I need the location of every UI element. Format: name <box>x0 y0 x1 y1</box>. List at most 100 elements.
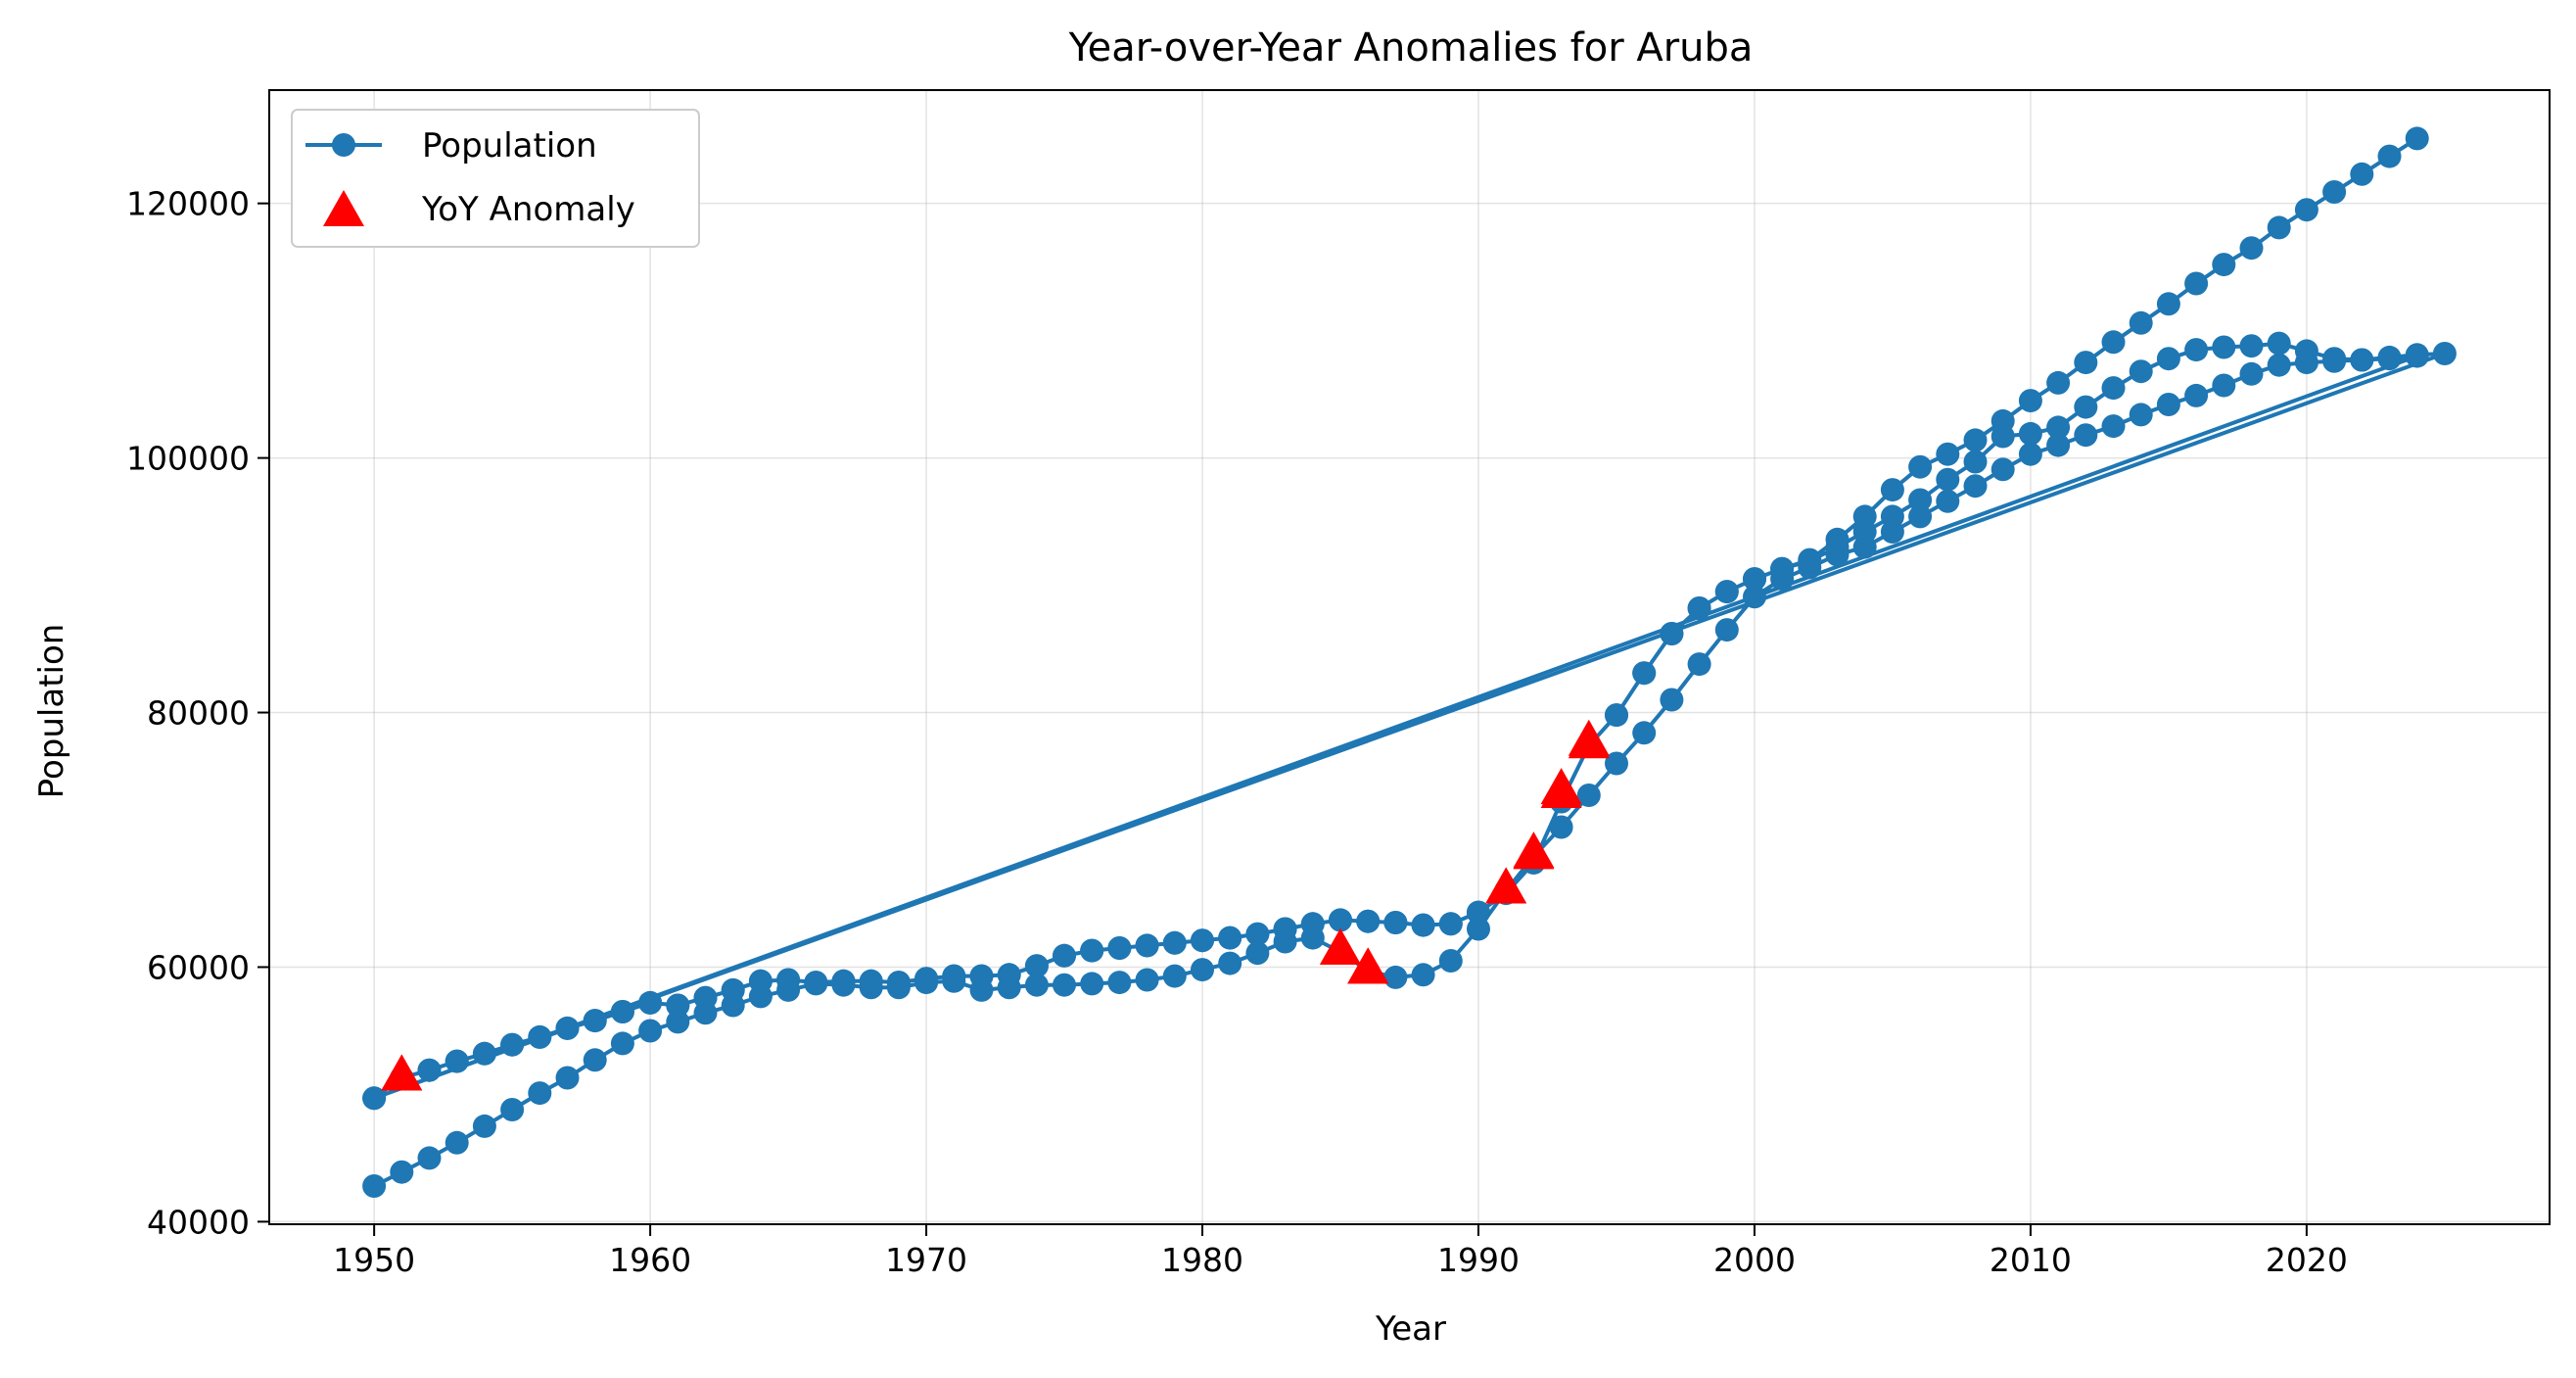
population-point <box>555 1066 580 1090</box>
population-point <box>942 964 966 988</box>
population-point <box>1411 963 1435 987</box>
legend-box <box>291 109 700 248</box>
population-point <box>2267 353 2291 377</box>
population-point <box>2074 351 2098 375</box>
population-point <box>1438 912 1463 936</box>
x-tick-label: 2010 <box>1990 1241 2072 1279</box>
population-point <box>2212 335 2236 359</box>
anomaly-marker <box>1568 719 1610 756</box>
population-point <box>1908 504 1933 529</box>
population-point <box>610 1031 634 1056</box>
population-point <box>1383 965 1408 989</box>
population-point <box>1963 450 1988 474</box>
chart-title: Year-over-Year Anomalies for Aruba <box>1068 25 1754 71</box>
legend-population-marker <box>332 133 355 157</box>
y-tick-label: 40000 <box>147 1203 250 1241</box>
population-point <box>417 1058 442 1082</box>
population-point <box>472 1041 496 1066</box>
population-point <box>2212 253 2236 277</box>
population-point <box>1908 488 1933 512</box>
population-point <box>1963 428 1988 452</box>
anomaly-marker <box>1320 927 1361 965</box>
x-tick-label: 1990 <box>1437 1241 1520 1279</box>
population-point <box>2046 433 2071 457</box>
population-point <box>390 1160 414 1184</box>
population-point <box>2018 442 2042 466</box>
population-point <box>2405 126 2429 151</box>
population-point <box>1605 703 1628 728</box>
population-point <box>1107 971 1132 995</box>
population-point <box>2184 271 2209 296</box>
x-tick-label: 1960 <box>609 1241 691 1279</box>
population-point <box>1245 941 1270 966</box>
population-point <box>1605 751 1628 776</box>
population-point <box>1660 688 1684 712</box>
population-point <box>1329 908 1352 932</box>
population-point <box>1467 900 1490 925</box>
population-point <box>2239 236 2264 261</box>
population-point <box>445 1049 469 1073</box>
population-point <box>1743 567 1766 592</box>
population-point <box>1245 922 1270 946</box>
anomaly-marker <box>1540 768 1582 805</box>
population-point <box>1991 408 2015 433</box>
population-point <box>528 1024 552 1049</box>
population-point <box>969 964 994 988</box>
population-point <box>2156 347 2180 371</box>
population-point <box>1660 622 1684 645</box>
population-point <box>1852 504 1877 529</box>
population-point <box>1770 556 1795 581</box>
population-point <box>2129 359 2153 384</box>
population-point <box>1687 596 1711 620</box>
population-point <box>2101 414 2126 439</box>
population-point <box>1135 968 1159 992</box>
population-point <box>2212 373 2236 398</box>
population-point <box>1714 580 1739 604</box>
population-point <box>1963 474 1988 499</box>
population-point <box>2322 180 2347 204</box>
population-point <box>1024 973 1049 997</box>
y-axis: 40000 60000 80000 100000 120000 <box>126 185 269 1241</box>
population-point <box>1024 954 1049 978</box>
legend-population-label: Population <box>422 126 597 166</box>
population-point <box>1438 949 1463 973</box>
y-tick-label: 120000 <box>126 185 250 223</box>
population-point <box>2101 376 2126 401</box>
population-point <box>776 968 801 992</box>
anomaly-marker <box>1513 832 1555 869</box>
anomaly-marker <box>1485 867 1527 904</box>
population-point <box>1080 938 1104 963</box>
population-point <box>1218 951 1242 975</box>
x-tick-label: 2000 <box>1713 1241 1796 1279</box>
population-point <box>610 1000 634 1023</box>
population-point <box>1743 585 1766 609</box>
population-point <box>2294 198 2318 222</box>
population-point <box>528 1081 552 1106</box>
population-point <box>2350 162 2374 186</box>
x-axis-label: Year <box>1375 1309 1446 1349</box>
population-point <box>2018 421 2042 446</box>
population-point <box>1632 721 1657 745</box>
population-point <box>500 1098 525 1121</box>
population-point <box>1162 964 1187 988</box>
population-point <box>1687 652 1711 677</box>
legend: Population YoY Anomaly <box>291 109 700 248</box>
population-point <box>2377 144 2402 168</box>
population-point <box>2294 339 2318 363</box>
population-point <box>2129 403 2153 427</box>
grid-lines <box>269 90 2550 1224</box>
population-point <box>1053 973 1076 997</box>
anomaly-markers <box>381 719 1610 1091</box>
population-point <box>583 1048 607 1072</box>
population-point <box>1880 504 1904 529</box>
x-tick-label: 1970 <box>885 1241 967 1279</box>
population-point <box>1576 784 1601 807</box>
population-point <box>2239 334 2264 358</box>
x-axis: 1950 1960 1970 1980 1990 2000 2010 2020 <box>333 1224 2348 1279</box>
plot-area <box>268 89 2551 1225</box>
population-point <box>2101 330 2126 355</box>
population-series <box>372 136 2447 1188</box>
population-point <box>1162 930 1187 955</box>
population-point <box>1714 618 1739 642</box>
